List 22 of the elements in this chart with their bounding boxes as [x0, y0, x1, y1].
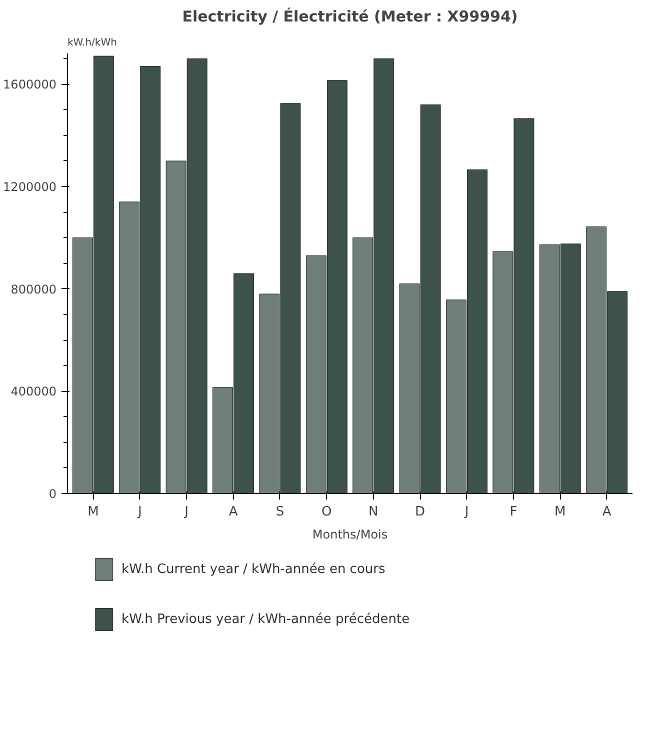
- x-tick-label: J: [136, 504, 142, 520]
- y-tick-label: 1600000: [3, 78, 57, 92]
- x-tick-label: A: [228, 504, 238, 520]
- x-tick-label: F: [510, 504, 518, 520]
- x-tick-label: M: [554, 504, 566, 520]
- x-tick-label: D: [415, 504, 426, 520]
- x-tick-label: J: [184, 504, 188, 520]
- x-tick-label: A: [602, 504, 612, 520]
- x-tick-label: N: [368, 504, 378, 520]
- x-tick-label: O: [322, 504, 332, 520]
- y-tick-label: 1200000: [3, 180, 57, 194]
- legend-label: kW.h Previous year / kWh-année précédente: [122, 612, 410, 627]
- y-tick-label: 800000: [10, 282, 57, 296]
- chart-title: Electricity / Électricité (Meter : X99994): [182, 8, 518, 26]
- y-tick-label: 400000: [10, 384, 57, 399]
- y-axis-title: kW.h/kWh: [68, 38, 117, 48]
- y-tick-label: 0: [48, 487, 57, 501]
- x-tick-label: S: [276, 504, 284, 520]
- x-tick-label: M: [88, 504, 99, 520]
- x-tick-label: J: [464, 504, 469, 520]
- x-axis-title: Months/Mois: [312, 528, 388, 542]
- legend-label: kW.h Current year / kWh-année en cours: [122, 562, 386, 577]
